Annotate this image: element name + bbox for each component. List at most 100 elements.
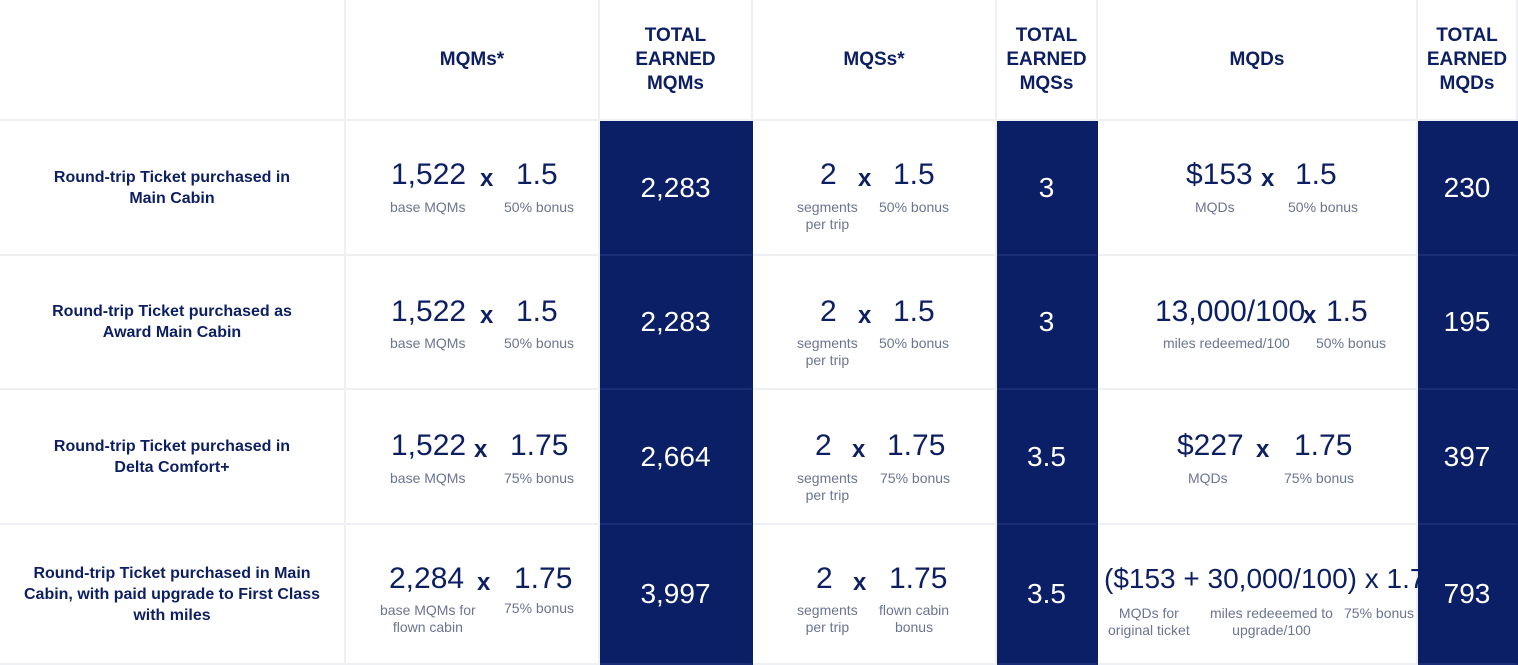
header-total-mqms: TOTAL EARNED MQMs (600, 0, 753, 121)
mqs-segments-note: segments per trip (797, 199, 858, 232)
multiply-sign: x (1256, 436, 1270, 463)
mqs-segments-note: segments per trip (797, 335, 858, 368)
mqd-original-ticket-note: MQDs for original ticket (1108, 605, 1190, 638)
total-mqd-value: 230 (1443, 171, 1491, 203)
header-total-mqss: TOTAL EARNED MQSs (997, 0, 1098, 121)
mqm-bonus-note: 75% bonus (504, 470, 575, 486)
total-mqm-value: 2,283 (640, 171, 711, 203)
total-mqm-value: 2,283 (640, 306, 711, 337)
multiply-sign: x (852, 436, 866, 463)
total-mqs-value: 3 (1038, 171, 1055, 203)
mqd-multiplier: 1.5 (1295, 158, 1337, 191)
mqm-calc-cell: 1,522 x 1.75 base MQMs 75% bonus (346, 390, 600, 525)
mqm-calc-cell: 2,284 x 1.75 base MQMs for flown cabin 7… (346, 525, 600, 665)
total-mqd-value: 793 (1443, 578, 1491, 609)
mqm-base-note: base MQMs for flown cabin (380, 602, 476, 635)
mqs-calc-cell: 2 x 1.75 segments per trip 75% bonus (753, 390, 997, 525)
row-label: Round-trip Ticket purchased in Main Cabi… (0, 525, 346, 665)
total-mqd-value: 397 (1443, 440, 1491, 472)
total-mqm-cell: 2,283 (600, 256, 753, 390)
mqd-bonus-note: 75% bonus (1284, 470, 1355, 486)
header-total-mqss-label: TOTAL EARNED MQSs (1006, 24, 1087, 94)
total-mqm-value: 2,664 (640, 440, 711, 472)
row-label-text: Round-trip Ticket purchased in Main Cabi… (23, 564, 321, 624)
mqm-base-value: 1,522 (391, 295, 467, 328)
mqs-calc: 2 x 1.75 segments per trip flown cabin b… (753, 525, 995, 663)
header-mqds: MQDs (1098, 0, 1418, 121)
mqs-segments-note: segments per trip (797, 602, 858, 635)
mqm-bonus-note: 50% bonus (504, 199, 575, 215)
total-mqd-cell: 793 (1418, 525, 1518, 665)
mqm-bonus-note: 50% bonus (504, 335, 575, 351)
total-mqs-value: 3 (1038, 306, 1055, 337)
mqm-base-note: base MQMs (390, 335, 466, 351)
total-mqs-cell: 3.5 (997, 390, 1098, 525)
mqd-calc: ($153 + 30,000/100) x 1.75 MQDs for orig… (1098, 525, 1441, 663)
header-mqss-label: MQSs* (843, 48, 905, 70)
total-mqs-cell: 3 (997, 121, 1098, 256)
multiply-sign: x (480, 165, 494, 192)
mqd-calc: 13,000/100 x 1.5 miles redeemed/100 50% … (1098, 256, 1416, 388)
multiply-sign: x (1261, 165, 1275, 192)
total-mqm-cell: 3,997 (600, 525, 753, 665)
total-mqd-cell: 230 (1418, 121, 1518, 256)
total-mqs-value: 3.5 (1027, 578, 1066, 609)
mqm-calc: 2,284 x 1.75 base MQMs for flown cabin 7… (346, 525, 598, 663)
mqd-calc-cell: ($153 + 30,000/100) x 1.75 MQDs for orig… (1098, 525, 1441, 665)
mqm-calc: 1,522 x 1.75 base MQMs 75% bonus (346, 390, 598, 523)
mqm-multiplier: 1.5 (516, 158, 558, 191)
header-mqms: MQMs* (346, 0, 600, 121)
multiply-sign: x (1303, 302, 1317, 329)
row-label: Round-trip Ticket purchased in Delta Com… (0, 390, 346, 525)
row-label: Round-trip Ticket purchased as Award Mai… (0, 256, 346, 390)
mqd-base-note: MQDs (1188, 470, 1228, 486)
mqs-multiplier: 1.75 (889, 562, 948, 595)
mqs-bonus-note: 50% bonus (879, 199, 950, 215)
mqs-calc-cell: 2 x 1.75 segments per trip flown cabin b… (753, 525, 997, 665)
total-mqs-value: 3.5 (1027, 440, 1066, 472)
mqd-base-value: 13,000/100 (1155, 295, 1306, 328)
mqm-calc-cell: 1,522 x 1.5 base MQMs 50% bonus (346, 256, 600, 390)
mqs-bonus-note: 50% bonus (879, 335, 950, 351)
total-mqs-cell: 3.5 (997, 525, 1098, 665)
mqm-bonus-note: 75% bonus (504, 600, 575, 616)
mqd-calc-cell: $227 x 1.75 MQDs 75% bonus (1098, 390, 1418, 525)
mqs-segments-value: 2 (820, 158, 837, 191)
total-mqs-cell: 3 (997, 256, 1098, 390)
row-label: Round-trip Ticket purchased in Main Cabi… (0, 121, 346, 256)
mqd-calc: $153 x 1.5 MQDs 50% bonus (1098, 121, 1416, 254)
mqm-base-note: base MQMs (390, 199, 466, 215)
mqm-calc: 1,522 x 1.5 base MQMs 50% bonus (346, 256, 598, 388)
mqd-multiplier: 1.75 (1294, 429, 1353, 462)
mqs-calc: 2 x 1.75 segments per trip 75% bonus (753, 390, 995, 523)
multiply-sign: x (858, 165, 872, 192)
mqm-base-value: 1,522 (391, 158, 467, 191)
mqm-calc: 1,522 x 1.5 base MQMs 50% bonus (346, 121, 598, 254)
total-mqm-cell: 2,664 (600, 390, 753, 525)
mqm-multiplier: 1.75 (510, 429, 569, 462)
total-mqd-value: 195 (1443, 306, 1491, 337)
multiply-sign: x (858, 302, 872, 329)
mqd-bonus-note: 50% bonus (1288, 199, 1359, 215)
mqd-bonus-note: 75% bonus (1344, 605, 1415, 621)
mqm-multiplier: 1.5 (516, 295, 558, 328)
row-label-text: Round-trip Ticket purchased as Award Mai… (52, 303, 292, 341)
mqs-segments-note: segments per trip (797, 470, 858, 503)
mqs-calc-cell: 2 x 1.5 segments per trip 50% bonus (753, 256, 997, 390)
header-total-mqms-label: TOTAL EARNED MQMs (635, 24, 716, 94)
mqm-base-note: base MQMs (390, 470, 466, 486)
mqd-multiplier: 1.5 (1326, 295, 1368, 328)
header-mqms-label: MQMs* (439, 48, 505, 70)
mqm-base-value: 2,284 (389, 562, 465, 595)
total-mqd-cell: 195 (1418, 256, 1518, 390)
mqd-calc-cell: $153 x 1.5 MQDs 50% bonus (1098, 121, 1418, 256)
mqm-multiplier: 1.75 (514, 562, 573, 595)
mqs-segments-value: 2 (820, 295, 837, 328)
mqs-bonus-note: flown cabin bonus (879, 602, 950, 635)
header-mqss: MQSs* (753, 0, 997, 121)
total-mqd-cell: 397 (1418, 390, 1518, 525)
mqs-segments-value: 2 (815, 429, 832, 462)
mqs-multiplier: 1.5 (893, 295, 935, 328)
total-mqm-cell: 2,283 (600, 121, 753, 256)
total-mqm-value: 3,997 (640, 578, 711, 609)
